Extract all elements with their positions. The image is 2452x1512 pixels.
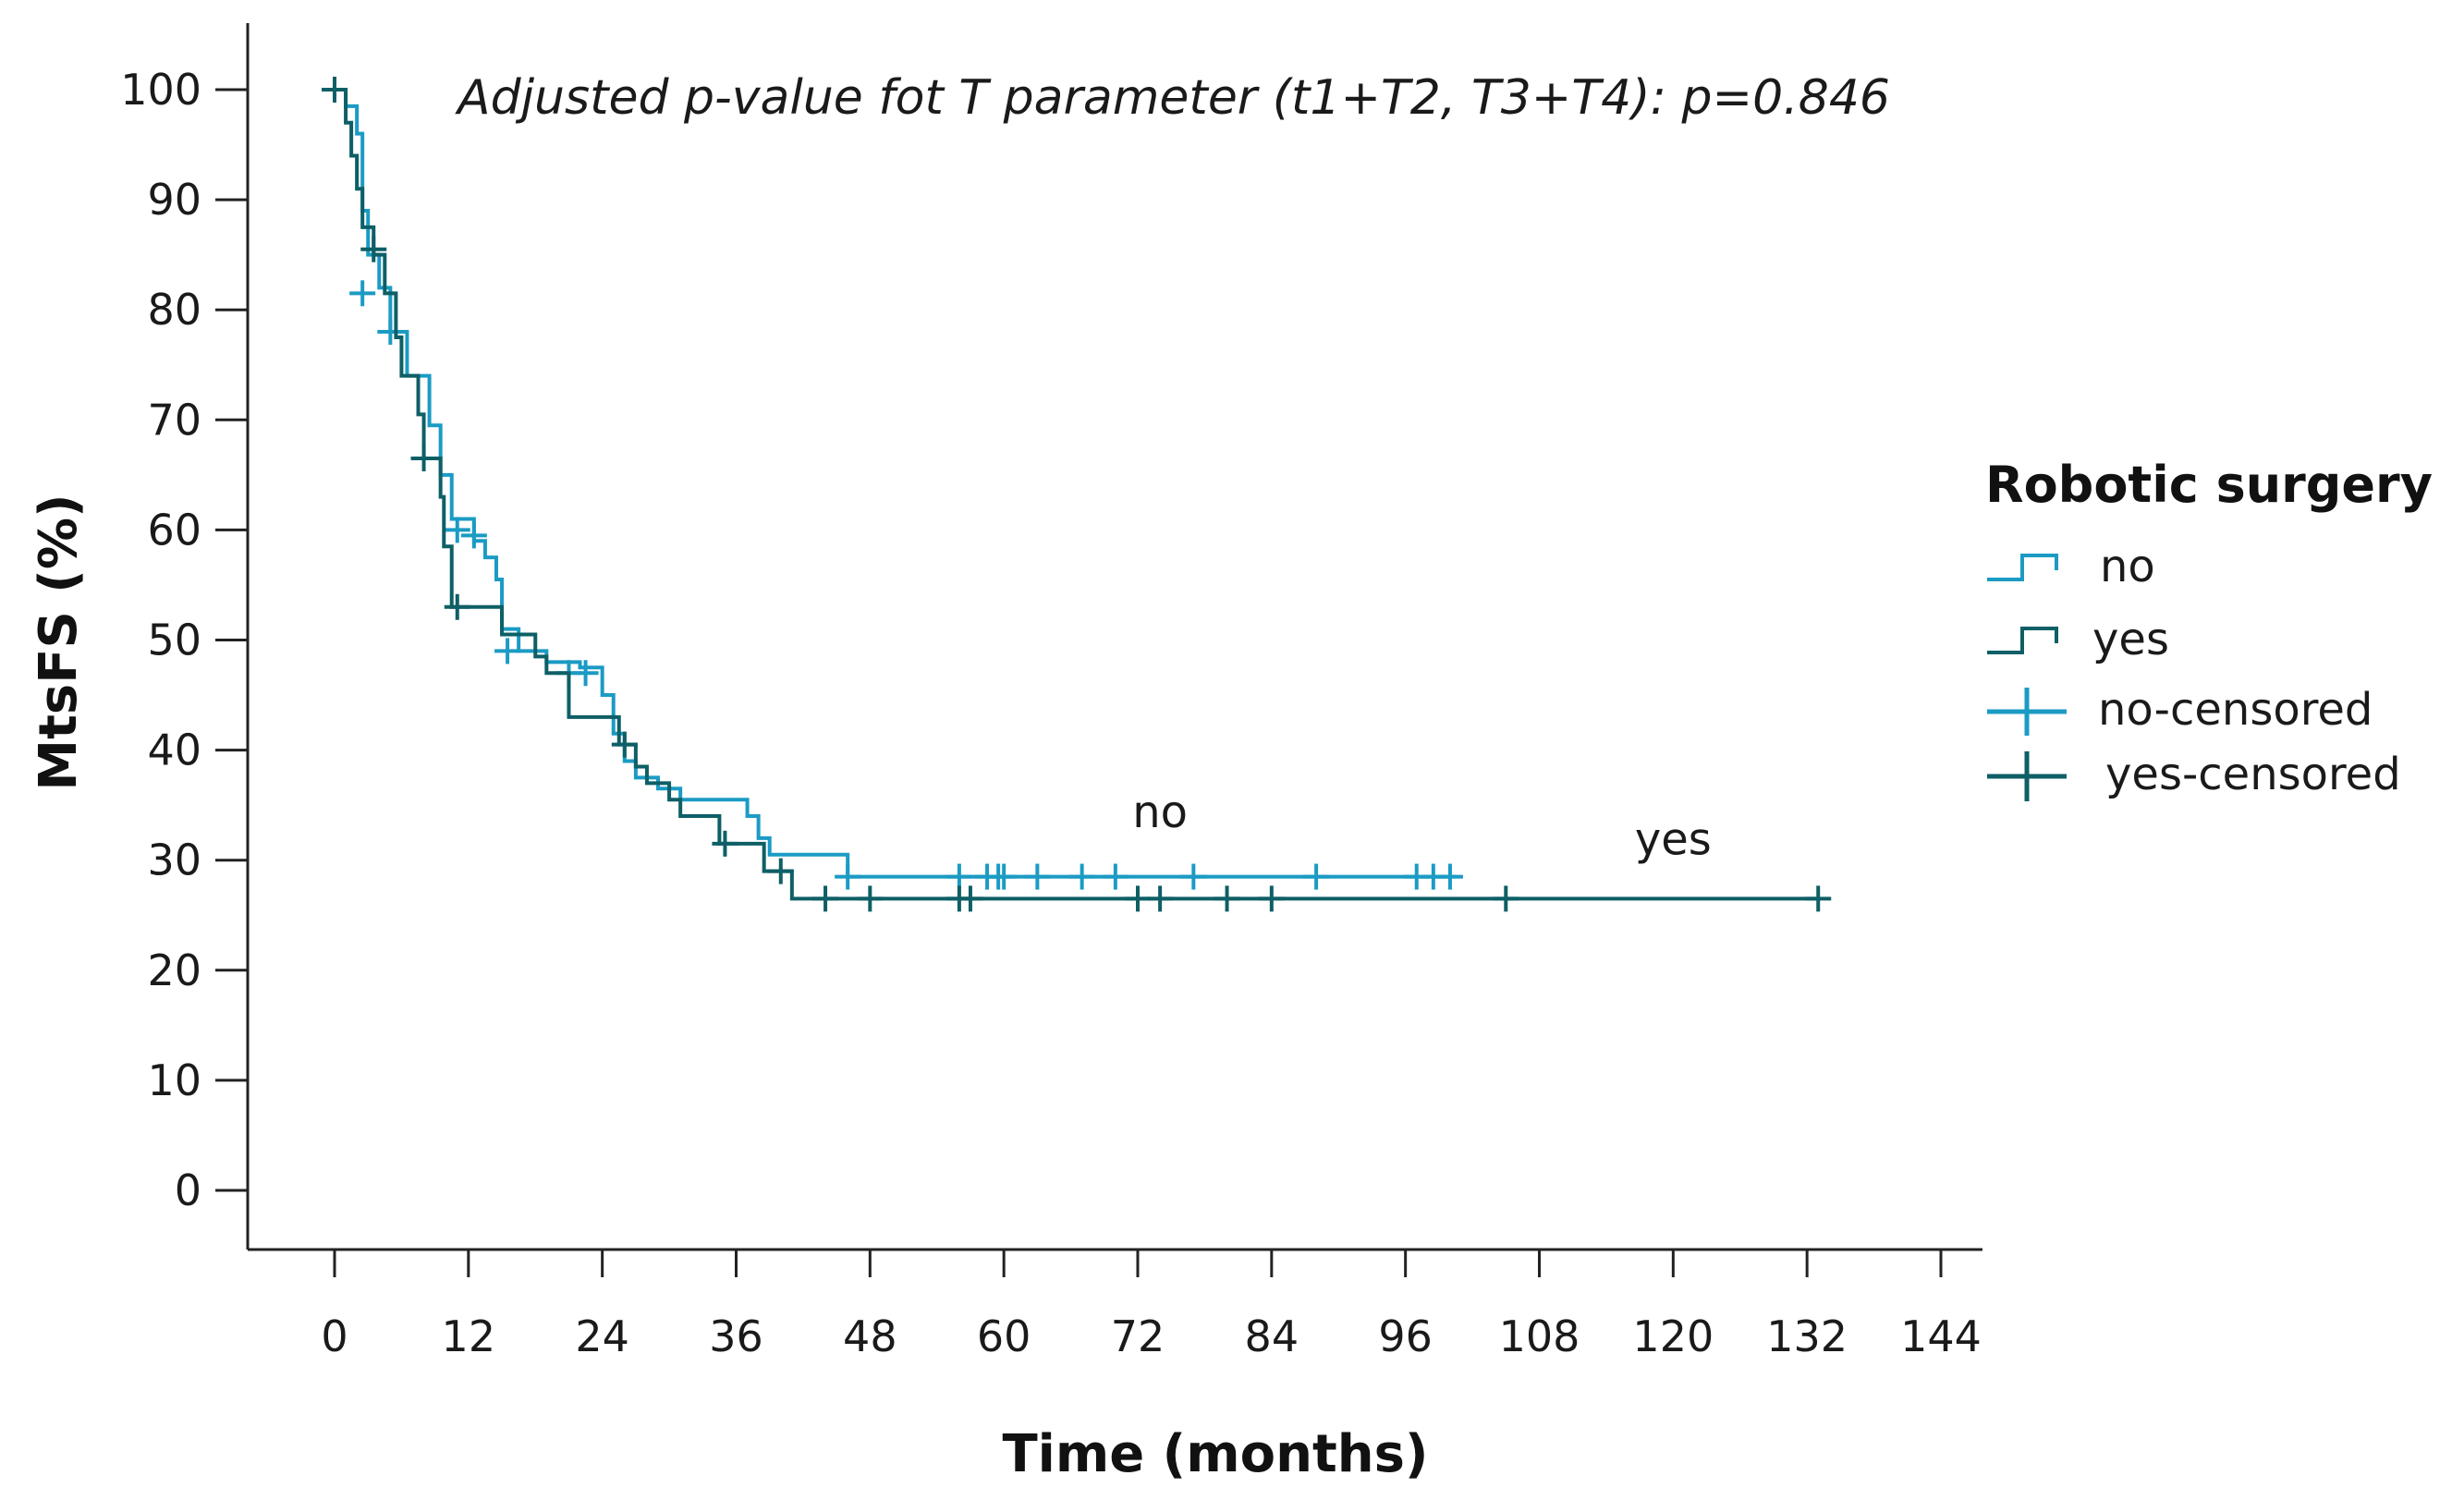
x-tick-label: 24 xyxy=(575,1311,629,1361)
x-tick-label: 108 xyxy=(1499,1311,1580,1361)
legend-yes-line-icon xyxy=(1987,627,2058,654)
series-yes-censor-mark xyxy=(1805,885,1832,912)
series-no-censor-mark xyxy=(1436,863,1463,890)
legend-no-line-icon xyxy=(1987,554,2058,581)
x-tick-label: 120 xyxy=(1632,1311,1714,1361)
legend: Robotic surgery no yes no-censored yes-c… xyxy=(1985,456,2433,801)
series-no-censor-mark xyxy=(1024,863,1051,890)
legend-label-no-censored: no-censored xyxy=(2098,684,2373,736)
series-yes-censor-mark xyxy=(322,77,348,103)
series-yes-censor-mark xyxy=(1214,885,1240,912)
y-tick-label: 40 xyxy=(147,726,201,775)
legend-yes-censored-icon xyxy=(1987,751,2067,801)
legend-label-yes-censored: yes-censored xyxy=(2105,749,2401,800)
series-yes-censor-mark xyxy=(712,830,738,857)
legend-title: Robotic surgery xyxy=(1985,456,2433,514)
p-value-annotation: Adjusted p-value fot T parameter (t1+T2,… xyxy=(455,70,1890,126)
x-tick-label: 0 xyxy=(321,1311,348,1361)
y-tick-label: 20 xyxy=(147,945,201,995)
series-yes-censor-mark xyxy=(1147,885,1174,912)
x-axis-title: Time (months) xyxy=(1002,1424,1428,1484)
series-yes-curve xyxy=(335,88,1819,901)
series-no-censor-mark xyxy=(1102,863,1128,890)
series-no-censor-mark xyxy=(1303,863,1330,890)
series-yes-censor-mark xyxy=(611,731,638,758)
series-yes-censor-mark xyxy=(812,885,839,912)
series-no-censor-mark xyxy=(572,660,599,687)
axes: 0 10 20 30 40 50 60 70 80 90 100 0 12 24 36 48 60 72 84 96 1… xyxy=(120,23,1982,1361)
series-no-censor-mark xyxy=(835,863,861,890)
y-tick-label: 0 xyxy=(175,1165,201,1215)
series-yes-censor-mark xyxy=(957,885,983,912)
series-no-censor-mark xyxy=(991,863,1018,890)
x-tick-label: 96 xyxy=(1378,1311,1433,1361)
x-tick-label: 132 xyxy=(1766,1311,1848,1361)
x-tick-label: 60 xyxy=(977,1311,1031,1361)
series-no-censor-mark xyxy=(444,517,470,543)
series-yes-censor-mark xyxy=(410,445,437,471)
plot-area: no yes xyxy=(322,77,1832,912)
x-tick-label: 84 xyxy=(1245,1311,1299,1361)
y-tick-label: 10 xyxy=(147,1055,201,1105)
y-tick-label: 90 xyxy=(147,175,201,225)
x-tick-label: 12 xyxy=(442,1311,496,1361)
series-yes-censor-mark xyxy=(444,593,470,620)
series-yes-censor-mark xyxy=(360,236,387,262)
y-tick-label: 70 xyxy=(147,395,201,445)
series-yes-censor-mark xyxy=(1258,885,1285,912)
series-no-censor-mark xyxy=(460,522,487,549)
series-yes-censor-mark xyxy=(1125,885,1151,912)
x-tick-label: 36 xyxy=(709,1311,763,1361)
curve-label-no: no xyxy=(1132,786,1188,838)
curve-label-yes: yes xyxy=(1635,814,1712,866)
series-no-censor-mark xyxy=(945,863,972,890)
series-no-censor-mark xyxy=(377,319,404,346)
legend-no-censored-icon xyxy=(1987,688,2067,736)
legend-label-yes: yes xyxy=(2092,614,2169,665)
series-yes-censor-mark xyxy=(1493,885,1519,912)
legend-label-no: no xyxy=(2100,541,2155,592)
series-no-censor-mark xyxy=(494,638,521,665)
series-no-censor-mark xyxy=(1068,863,1095,890)
x-tick-label: 72 xyxy=(1111,1311,1165,1361)
series-no-censor-mark xyxy=(349,280,376,307)
series-yes-censor-mark xyxy=(857,885,884,912)
series-no-curve xyxy=(335,88,1456,879)
y-axis-title: MtsFS (%) xyxy=(29,494,89,790)
x-tick-label: 48 xyxy=(843,1311,897,1361)
y-tick-label: 60 xyxy=(147,505,201,555)
y-tick-label: 30 xyxy=(147,835,201,885)
series-yes-censor-mark xyxy=(767,858,794,884)
series-no-censor-mark xyxy=(1180,863,1207,890)
y-tick-label: 100 xyxy=(120,65,201,115)
y-tick-label: 80 xyxy=(147,285,201,335)
y-tick-label: 50 xyxy=(147,616,201,665)
x-tick-label: 144 xyxy=(1900,1311,1982,1361)
